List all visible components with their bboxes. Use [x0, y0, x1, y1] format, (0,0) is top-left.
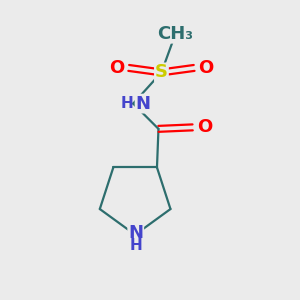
Text: N: N [128, 224, 143, 242]
Text: O: O [109, 59, 124, 77]
Text: CH₃: CH₃ [157, 25, 193, 43]
Text: H: H [120, 96, 133, 111]
Text: S: S [155, 63, 168, 81]
Text: N: N [136, 94, 151, 112]
Text: O: O [199, 59, 214, 77]
Text: H: H [129, 238, 142, 253]
Text: O: O [197, 118, 212, 136]
